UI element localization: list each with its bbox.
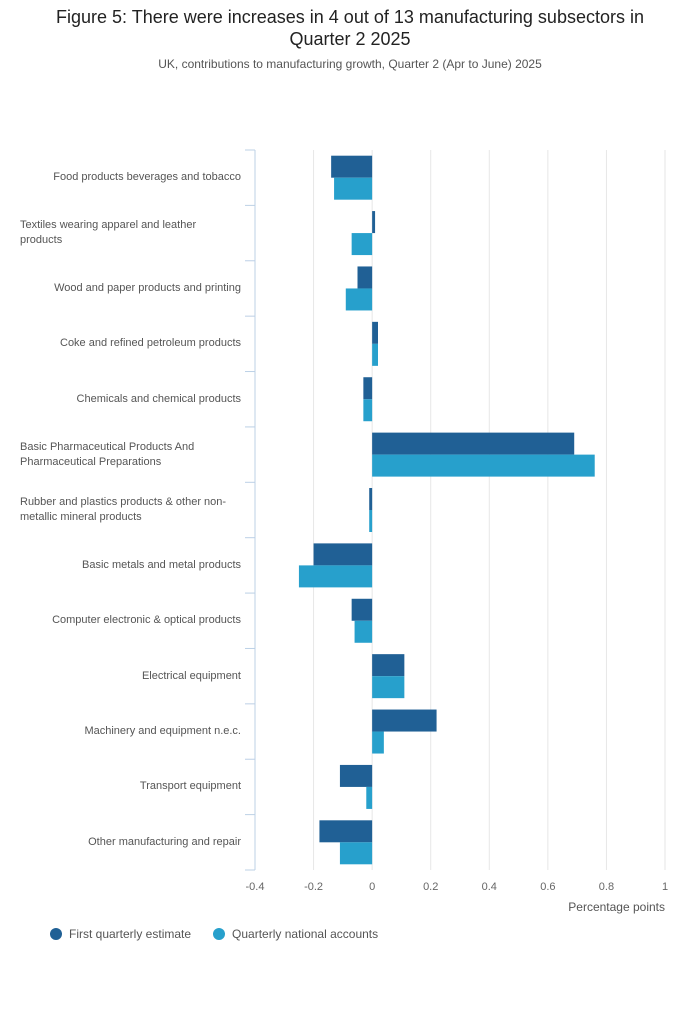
category-label: Chemicals and chemical products xyxy=(14,392,241,407)
chart-title: Figure 5: There were increases in 4 out … xyxy=(0,6,700,50)
bar-series-2 xyxy=(372,731,384,754)
bar-series-2 xyxy=(372,676,405,699)
category-label-line: Textiles wearing apparel and leather xyxy=(20,219,197,232)
bar-series-2 xyxy=(298,565,373,588)
legend-item-series-1[interactable]: First quarterly estimate xyxy=(50,927,191,941)
bar-series-2 xyxy=(345,288,373,311)
bar-series-1 xyxy=(319,820,373,843)
bar-series-1 xyxy=(372,321,378,344)
category-label-line: Basic Pharmaceutical Products And xyxy=(20,440,195,453)
x-tick-label: 0.2 xyxy=(423,881,438,893)
category-label: Transport equipment xyxy=(14,779,241,794)
bar-series-2 xyxy=(354,620,373,643)
bar-series-2 xyxy=(363,399,373,422)
category-label-line: Wood and paper products and printing xyxy=(54,281,241,294)
category-label-line: Basic metals and metal products xyxy=(82,558,241,571)
bar-series-1 xyxy=(369,488,373,510)
legend-marker-series-1 xyxy=(50,928,62,940)
category-label: Wood and paper products and printing xyxy=(14,281,241,296)
category-label: Machinery and equipment n.e.c. xyxy=(14,724,241,739)
x-tick-label: 0.4 xyxy=(482,881,497,893)
category-label-line: Computer electronic & optical products xyxy=(52,614,241,627)
x-tick-label: 0.6 xyxy=(540,881,555,893)
category-label-line: products xyxy=(20,234,63,247)
x-axis-title: Percentage points xyxy=(568,900,665,914)
category-label: Other manufacturing and repair xyxy=(14,835,241,850)
bar-series-1 xyxy=(372,709,437,732)
bar-series-1 xyxy=(372,654,405,677)
bar-series-1 xyxy=(357,266,373,289)
bar-series-2 xyxy=(372,454,595,477)
legend: First quarterly estimate Quarterly natio… xyxy=(50,927,400,941)
bar-series-1 xyxy=(313,543,373,566)
category-label: Basic Pharmaceutical Products And Pharmac… xyxy=(20,440,250,470)
legend-label-series-1: First quarterly estimate xyxy=(69,927,192,941)
bar-series-1 xyxy=(351,598,373,621)
chart-title-line-2: Quarter 2 2025 xyxy=(289,29,411,49)
category-label: Coke and refined petroleum products xyxy=(14,336,241,351)
category-label-line: Pharmaceutical Preparations xyxy=(20,455,162,468)
bar-series-2 xyxy=(372,343,378,366)
chart-title-line-1: Figure 5: There were increases in 4 out … xyxy=(56,7,644,27)
bar-series-2 xyxy=(339,842,373,865)
category-label-line: Electrical equipment xyxy=(141,669,241,682)
bar-series-1 xyxy=(363,377,373,400)
bar-series-2 xyxy=(366,786,373,809)
bar-series-1 xyxy=(339,764,373,787)
x-tick-label: 0 xyxy=(369,881,375,893)
bar-series-2 xyxy=(369,510,373,532)
bar-series-2 xyxy=(334,177,373,200)
category-label: Electrical equipment xyxy=(14,669,241,684)
bar-series-1 xyxy=(331,155,373,178)
category-label-line: Transport equipment xyxy=(139,780,241,793)
category-label-line: Chemicals and chemical products xyxy=(76,392,241,405)
category-label-line: Rubber and plastics products & other non… xyxy=(20,496,227,508)
category-label: Textiles wearing apparel and leather prod… xyxy=(20,218,250,248)
bar-series-1 xyxy=(372,211,376,234)
category-label: Food products beverages and tobacco xyxy=(14,170,241,185)
category-label-line: Coke and refined petroleum products xyxy=(60,337,241,350)
legend-label-series-2: Quarterly national accounts xyxy=(232,927,379,941)
chart-subtitle: UK, contributions to manufacturing growt… xyxy=(158,57,542,71)
category-label-line: Other manufacturing and repair xyxy=(88,835,241,848)
x-tick-label: -0.4 xyxy=(246,881,265,893)
x-tick-label: 1 xyxy=(662,881,668,893)
x-tick-label: -0.2 xyxy=(304,881,323,893)
category-label-line: Food products beverages and tobacco xyxy=(53,171,241,184)
bar-series-1 xyxy=(372,432,575,455)
bar-series-2 xyxy=(351,233,373,256)
category-label: Rubber and plastics products & other non… xyxy=(20,495,250,525)
legend-item-series-2[interactable]: Quarterly national accounts xyxy=(213,927,378,941)
x-tick-label: 0.8 xyxy=(599,881,614,893)
category-label-line: Machinery and equipment n.e.c. xyxy=(84,725,241,738)
category-label: Computer electronic & optical products xyxy=(14,613,241,628)
category-label: Basic metals and metal products xyxy=(14,558,241,573)
category-label-line: metallic mineral products xyxy=(20,511,142,523)
legend-marker-series-2 xyxy=(213,928,226,940)
